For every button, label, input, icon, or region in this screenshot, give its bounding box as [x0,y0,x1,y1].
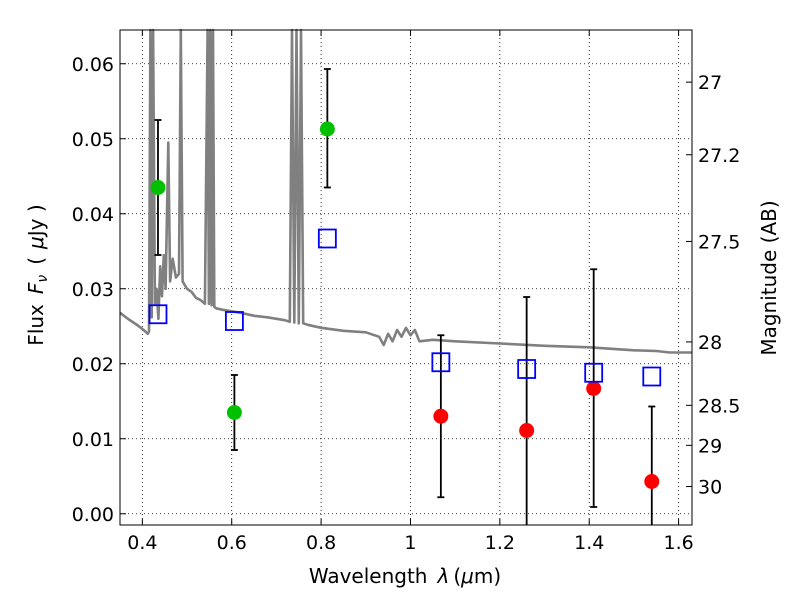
x-tick-label: 1 [404,532,416,554]
x-tick-label: 1.6 [663,532,693,554]
x-axis-label-text: Wavelength [309,564,428,588]
magnitude-tick-label: 29 [698,435,722,457]
y2-axis-label: Magnitude (AB) [757,200,781,355]
y-axis-label-subscript: ν [35,275,51,283]
red-data-point [644,474,660,489]
y-axis-label-unit-mu: μ [24,236,48,250]
y-tick-label: 0.02 [72,354,114,376]
y-tick-label: 0.04 [72,204,114,226]
green-data-point [150,180,166,195]
x-tick-label: 1.2 [485,532,515,554]
magnitude-tick-label: 30 [698,477,722,499]
x-axis-label-unit-open: ( [453,564,461,588]
magnitude-tick-label: 28 [698,332,722,354]
y-tick-label: 0.00 [72,504,114,526]
y-tick-label: 0.01 [72,429,114,451]
model-flux-square [584,362,604,383]
model-flux-square [642,366,662,387]
y-axis-label-unit-open: ( [24,257,48,265]
errorbar-layer [154,68,656,525]
sed-layer [119,28,692,354]
magnitude-tick-label: 28.5 [698,395,740,417]
x-axis-label-symbol: λ [436,564,449,588]
y-axis-label-symbol: F [24,282,48,294]
y-tick-label: 0.03 [72,279,114,301]
x-tick-label: 0.4 [127,532,157,554]
model-flux-square [517,359,537,379]
x-tick-label: 0.8 [306,532,336,554]
magnitude-tick-label: 27 [698,72,722,94]
sed-curve [119,28,692,354]
red-data-point [586,381,602,396]
x-tick-label: 0.6 [217,532,247,554]
tick-layer: 0.4 0.6 0.8 1 1.2 1.4 1.6 0.00 0.01 0.02 0.03 0.04 0… [72,30,740,554]
x-axis-label: Wavelength λ (μm) [309,564,501,588]
x-tick-label: 1.4 [574,532,604,554]
green-data-point [319,121,335,137]
x-axis-label-unit-rest: m) [474,564,501,588]
red-data-point [519,423,535,438]
y-axis-label-unit-rest: Jy ) [24,204,48,238]
magnitude-tick-label: 27.2 [698,145,740,167]
y-tick-label: 0.05 [72,129,114,151]
model-flux-square [148,304,168,325]
model-flux-square [431,352,451,373]
plot-frame [119,29,693,526]
marker-layer [148,121,662,489]
model-flux-square [224,311,244,331]
y-axis-label: Flux Fν ( μJy ) [24,204,51,345]
x-axis-label-unit-mu: μ [460,564,474,588]
y-tick-label: 0.06 [72,54,114,76]
magnitude-tick-label: 27.5 [698,231,740,253]
y-axis-label-text: Flux [24,304,48,346]
green-data-point [226,405,242,420]
model-flux-square [317,228,337,249]
red-data-point [433,408,449,424]
